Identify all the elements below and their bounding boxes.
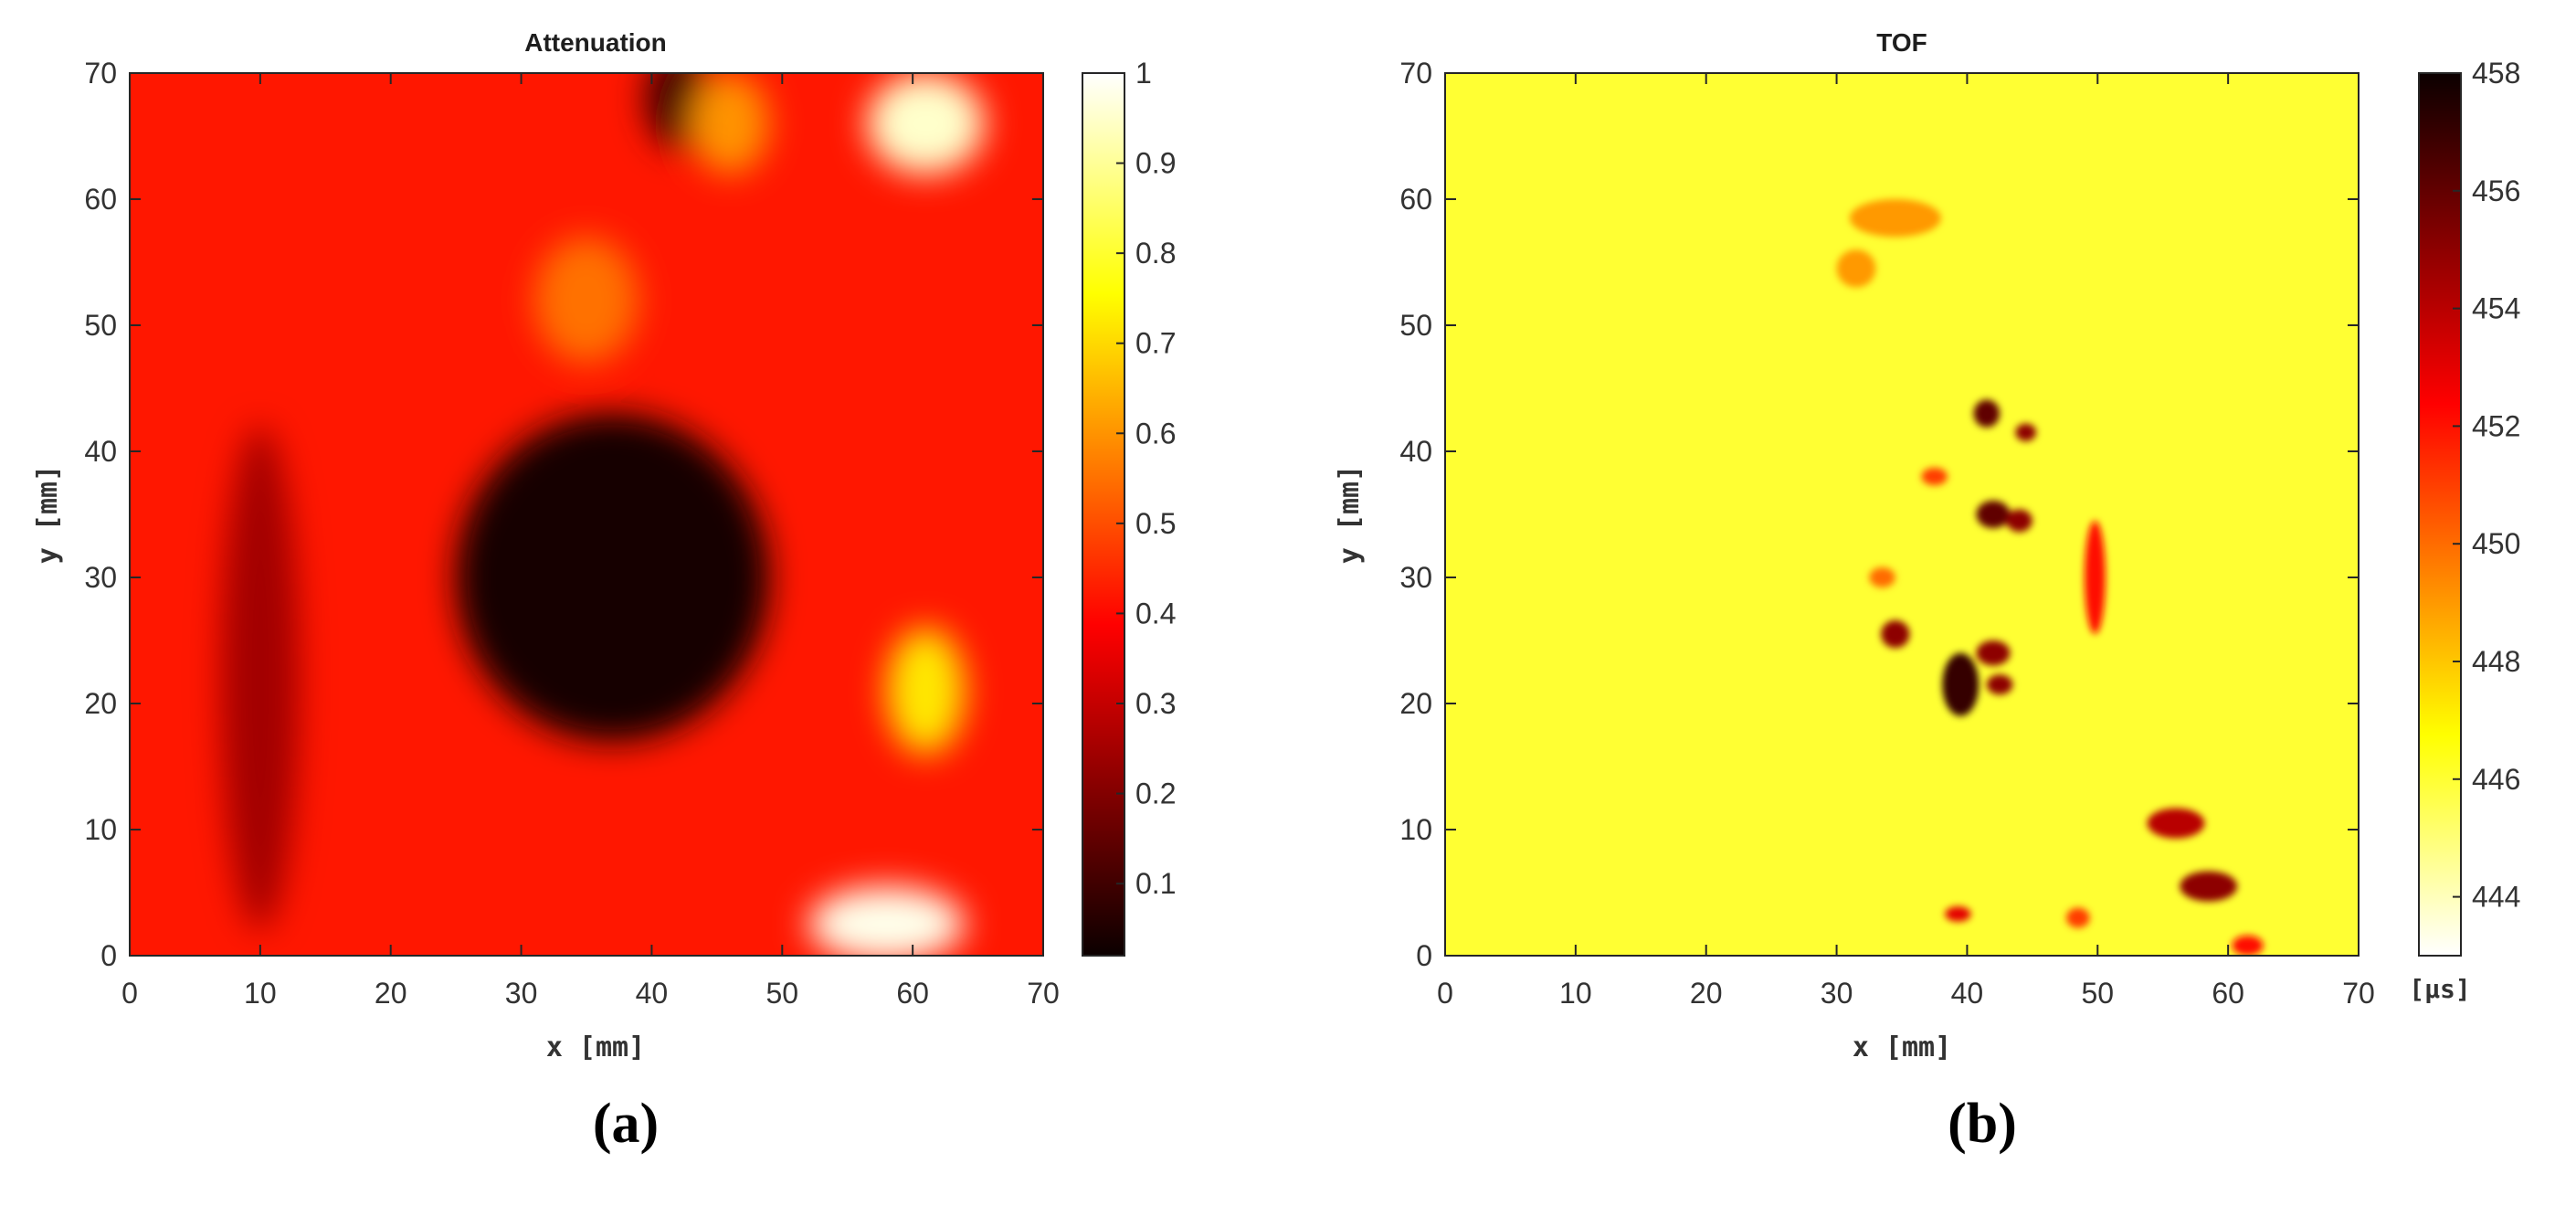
attenuation-panel: Attenuation 0 10 20 30 40 50 60 70 0 10 20 30 40 50 60… [32,28,1176,1155]
colorbar-tick-label: 0.6 [1135,417,1176,450]
colorbar-tick-label: 0.8 [1135,237,1176,270]
tof-colorbar-ticks: 444 446 448 450 452 454 456 458 [2453,57,2520,914]
heatmap-feature-defect-streak [2085,520,2106,635]
x-tick-label: 30 [505,977,538,1010]
attenuation-axes: 0 10 20 30 40 50 60 70 0 10 20 30 40 50 60 70 [84,57,1059,1010]
colorbar-tick-label: 0.5 [1135,507,1176,540]
heatmap-feature-low-attenuation-defect [456,413,769,742]
heatmap-feature-defect-spot [1976,640,2011,666]
y-tick-label: 10 [84,813,117,846]
x-tick-label: 70 [1027,977,1060,1010]
heatmap-feature-bright-spot [886,628,966,755]
y-tick-label: 60 [1399,183,1432,216]
x-tick-label: 20 [1690,977,1723,1010]
x-tick-label: 40 [636,977,669,1010]
colorbar-tick-label: 0.1 [1135,867,1176,900]
y-tick-label: 30 [1399,561,1432,594]
colorbar-tick-label: 448 [2472,645,2520,678]
attenuation-x-label: x [mm] [546,1031,645,1063]
x-tick-label: 30 [1821,977,1853,1010]
tof-plot-frame [1444,72,2360,957]
heatmap-feature-bright-spot [533,237,639,364]
heatmap-feature-bright-spot [808,886,966,956]
attenuation-heatmap [130,73,1043,956]
heatmap-feature-defect-spot [1921,467,1948,486]
y-tick-label: 50 [84,309,117,342]
y-tick-label: 70 [84,57,117,90]
tof-colorbar-unit: [μs] [2409,974,2470,1004]
heatmap-feature-defect-spot [2232,935,2264,956]
y-tick-label: 0 [100,939,117,972]
panel-label-b: (b) [1948,1093,2017,1155]
tof-title: TOF [1876,28,1927,57]
heatmap-feature-defect-spot [2015,423,2037,441]
tof-axes: 0 10 20 30 40 50 60 70 0 10 20 30 40 50 60 70 [1399,57,2374,1010]
y-tick-label: 20 [84,687,117,720]
heatmap-feature-bright-spot [867,73,985,175]
y-tick-label: 0 [1416,939,1432,972]
heatmap-feature-dark-band [221,426,300,931]
x-tick-label: 40 [1951,977,1984,1010]
heatmap-feature-defect-spot [1973,399,2001,428]
colorbar-tick-label: 454 [2472,292,2520,325]
heatmap-feature-defect-spot [2147,808,2205,839]
colorbar-tick-label: 458 [2472,57,2520,90]
panel-label-a: (a) [593,1093,659,1155]
colorbar-tick-label: 452 [2472,409,2520,442]
heatmap-feature-defect-spot [1976,500,2011,529]
tof-colorbar [2418,72,2462,957]
y-tick-label: 60 [84,183,117,216]
colorbar-tick-label: 0.9 [1135,147,1176,180]
colorbar-tick-label: 446 [2472,763,2520,796]
attenuation-colorbar [1082,72,1125,957]
heatmap-feature-defect-spot [1945,906,1971,922]
tof-y-label: y [mm] [1334,465,1366,564]
y-tick-label: 40 [84,435,117,468]
colorbar-tick-label: 0.2 [1135,778,1176,810]
x-tick-label: 0 [121,977,138,1010]
heatmap-feature-defect-spot [1836,249,1876,288]
attenuation-title: Attenuation [524,28,667,57]
colorbar-tick-label: 1 [1135,57,1152,90]
heatmap-feature-defect-spot [2180,871,2238,902]
x-tick-label: 50 [2081,977,2114,1010]
y-tick-label: 50 [1399,309,1432,342]
colorbar-tick-label: 0.7 [1135,327,1176,360]
x-tick-label: 10 [244,977,277,1010]
attenuation-colorbar-ticks: 0.1 0.2 0.3 0.4 0.5 0.6 0.7 0.8 0.9 1 [1116,57,1176,900]
x-tick-label: 0 [1437,977,1453,1010]
heatmap-feature-bright-spot [691,73,770,175]
tof-x-label: x [mm] [1853,1031,1951,1063]
x-tick-label: 70 [2342,977,2375,1010]
y-tick-label: 20 [1399,687,1432,720]
attenuation-y-label: y [mm] [32,465,64,564]
heatmap-feature-defect-spot [2066,907,2090,928]
heatmap-feature-defect-spot [1869,566,1895,588]
y-tick-label: 70 [1399,57,1432,90]
tof-heatmap [1445,73,2359,956]
colorbar-tick-label: 444 [2472,881,2520,914]
x-tick-label: 50 [765,977,798,1010]
tof-panel: TOF 0 10 20 30 40 50 60 70 0 10 20 30 40 50 60 70 x [mm… [1334,28,2520,1155]
colorbar-tick-label: 456 [2472,175,2520,207]
x-tick-label: 60 [896,977,929,1010]
y-tick-label: 30 [84,561,117,594]
attenuation-plot-frame [129,72,1044,957]
y-tick-label: 10 [1399,813,1432,846]
x-tick-label: 20 [375,977,407,1010]
x-tick-label: 60 [2212,977,2244,1010]
colorbar-tick-label: 0.4 [1135,597,1176,629]
x-tick-label: 10 [1559,977,1592,1010]
colorbar-tick-label: 0.3 [1135,687,1176,720]
heatmap-feature-defect-spot [1849,199,1941,238]
heatmap-feature-defect-spot [1942,652,1980,716]
colorbar-tick-label: 450 [2472,527,2520,560]
y-tick-label: 40 [1399,435,1432,468]
heatmap-feature-defect-spot [1986,674,2013,695]
heatmap-feature-defect-spot [1881,619,1910,649]
heatmap-feature-defect-spot [2006,509,2032,533]
